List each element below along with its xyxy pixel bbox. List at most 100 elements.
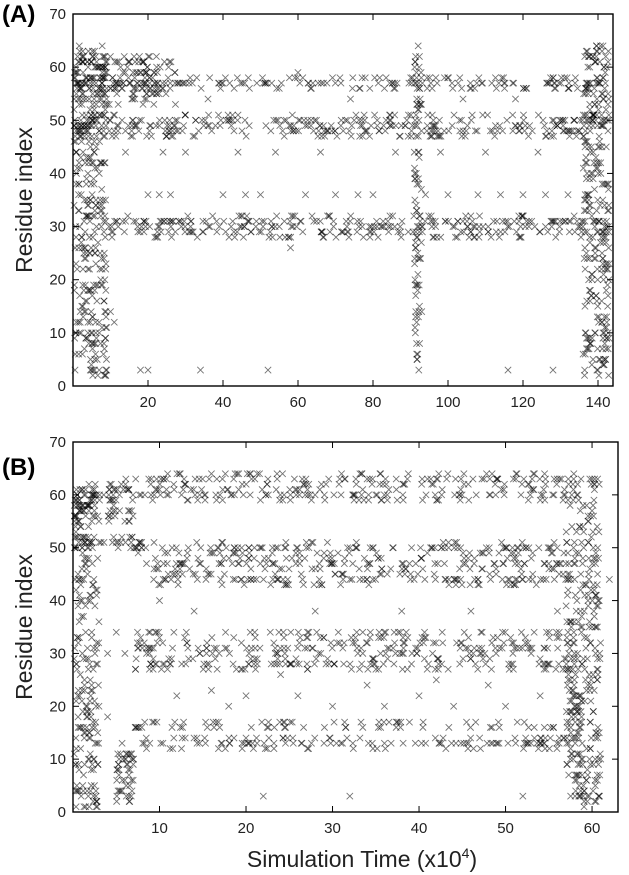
panel-a-band-2-marker <box>488 127 497 135</box>
panel-b-band-13-marker <box>126 766 134 774</box>
panel-b-band-8-marker <box>527 649 535 657</box>
panel-a-band-5-marker <box>98 111 106 119</box>
panel-b-band-2-marker <box>128 507 136 515</box>
panel-a-band-5-marker <box>88 74 96 82</box>
panel-b-band-7-marker <box>517 628 525 636</box>
panel-b-band-8-marker <box>251 644 259 652</box>
panel-b-band-0-marker <box>357 470 365 478</box>
panel-a-band-4-marker <box>593 42 601 50</box>
panel-b-band-0-marker <box>556 475 564 483</box>
panel-b-band-6-marker <box>532 581 540 589</box>
panel-a-band-5-marker <box>95 329 103 337</box>
panel-a-band-4-marker <box>602 238 610 247</box>
panel-b-band-14-marker <box>573 750 581 758</box>
panel-a-band-3-marker <box>257 228 265 236</box>
panel-b-band-1-marker <box>383 491 391 499</box>
panel-b-band-13-marker <box>122 755 130 763</box>
panel-b-band-4-marker <box>408 544 416 552</box>
panel-a-band-5-marker <box>98 159 106 167</box>
panel-b-band-1-marker <box>399 496 407 504</box>
panel-a-band-4-marker <box>584 63 592 71</box>
panel-b-band-4-marker <box>423 549 431 557</box>
panel-a-band-1-marker <box>253 79 261 87</box>
panel-b-band-11-marker <box>483 739 491 747</box>
panel-b-band-12-marker <box>82 554 90 562</box>
panel-b-band-14-marker <box>568 734 576 742</box>
panel-b-band-4-marker <box>292 549 300 557</box>
panel-b-band-8-marker <box>202 644 211 652</box>
panel-b-band-5-marker <box>228 560 236 568</box>
panel-b-band-7-marker <box>489 634 497 642</box>
panel-a-band-0-marker <box>137 68 145 76</box>
panel-a-band-2-marker <box>373 116 381 124</box>
panel-b-band-2-marker <box>95 517 103 525</box>
panel-a-band-3-marker <box>521 223 529 231</box>
panel-a-band-3-marker <box>497 228 505 236</box>
panel-a-band-4-marker <box>604 302 612 310</box>
panel-b-band-6-marker <box>161 575 169 583</box>
panel-b-band-5-marker <box>143 560 151 568</box>
panel-a-band-0-marker <box>121 68 129 76</box>
panel-b-y-tick-label: 40 <box>49 593 66 610</box>
panel-b-band-14-marker <box>593 581 601 589</box>
panel-b-band-11-marker <box>305 745 313 753</box>
panel-b-band-4-marker <box>485 544 493 552</box>
panel-a-band-3-marker <box>394 228 402 236</box>
panel-a-band-3-marker <box>225 233 233 241</box>
panel-b-band-6-marker <box>537 575 545 583</box>
panel-b-band-11-marker <box>495 739 503 747</box>
panel-a-data-point <box>436 148 445 156</box>
panel-b-band-2-marker <box>100 491 108 499</box>
panel-b-band-12-marker <box>74 517 82 525</box>
panel-a-band-2-marker <box>412 132 420 140</box>
panel-b-band-9-marker <box>435 660 443 668</box>
panel-a-band-3-marker <box>374 233 382 241</box>
panel-a-band-5-marker <box>100 254 108 262</box>
panel-b-band-10-marker <box>300 723 308 731</box>
panel-b-band-11-marker <box>467 734 475 742</box>
panel-a-band-4-marker <box>603 334 611 342</box>
panel-a-band-1-marker <box>475 74 483 82</box>
panel-a-band-5-marker <box>103 324 111 332</box>
panel-a-band-4-marker <box>595 132 603 140</box>
panel-b-band-0-marker <box>264 475 272 483</box>
panel-b-band-13-marker <box>115 771 123 779</box>
panel-a-band-4-marker <box>596 143 604 151</box>
panel-a-band-4-marker <box>605 111 613 119</box>
panel-a-band-1-marker <box>179 79 188 87</box>
panel-b-band-11-marker <box>541 745 549 753</box>
panel-a-band-5-marker <box>78 111 86 119</box>
panel-a-band-2-marker <box>373 122 381 130</box>
panel-b-band-2-marker <box>115 491 123 499</box>
panel-a-data-point <box>106 308 115 316</box>
panel-b-band-14-marker <box>565 649 573 657</box>
panel-b-band-5-marker <box>405 560 413 568</box>
panel-b-band-4-marker <box>495 549 503 557</box>
panel-b-band-5-marker <box>398 560 406 568</box>
panel-b-band-7-marker <box>507 634 515 642</box>
panel-b-band-10-marker <box>135 723 143 731</box>
panel-b-band-14-marker <box>572 787 580 795</box>
panel-b-band-1-marker <box>187 486 195 494</box>
panel-b-band-8-marker <box>554 644 562 652</box>
panel-a-band-5-marker <box>89 371 97 379</box>
panel-b-band-12-marker <box>78 544 86 552</box>
panel-a-band-5-marker <box>89 79 97 87</box>
panel-b-band-0-marker <box>207 470 215 478</box>
panel-b-band-8-marker <box>439 639 447 647</box>
panel-b-band-0-marker <box>435 470 443 478</box>
panel-a-band-2-marker <box>463 122 471 130</box>
panel-b-band-9-marker <box>324 655 332 663</box>
panel-a-band-4-marker <box>589 175 597 183</box>
panel-a-band-2-marker <box>516 122 524 130</box>
panel-b-data-point <box>588 475 596 483</box>
panel-a-band-3-marker <box>199 228 207 236</box>
panel-b-band-0-marker <box>199 475 207 483</box>
panel-b-band-14-marker <box>584 512 592 520</box>
panel-b-band-8-marker <box>498 644 506 652</box>
panel-a-band-1-marker <box>109 74 117 82</box>
panel-a-data-point <box>271 148 280 156</box>
panel-b-band-14-marker <box>571 560 579 568</box>
panel-b-band-12-marker <box>80 554 88 562</box>
